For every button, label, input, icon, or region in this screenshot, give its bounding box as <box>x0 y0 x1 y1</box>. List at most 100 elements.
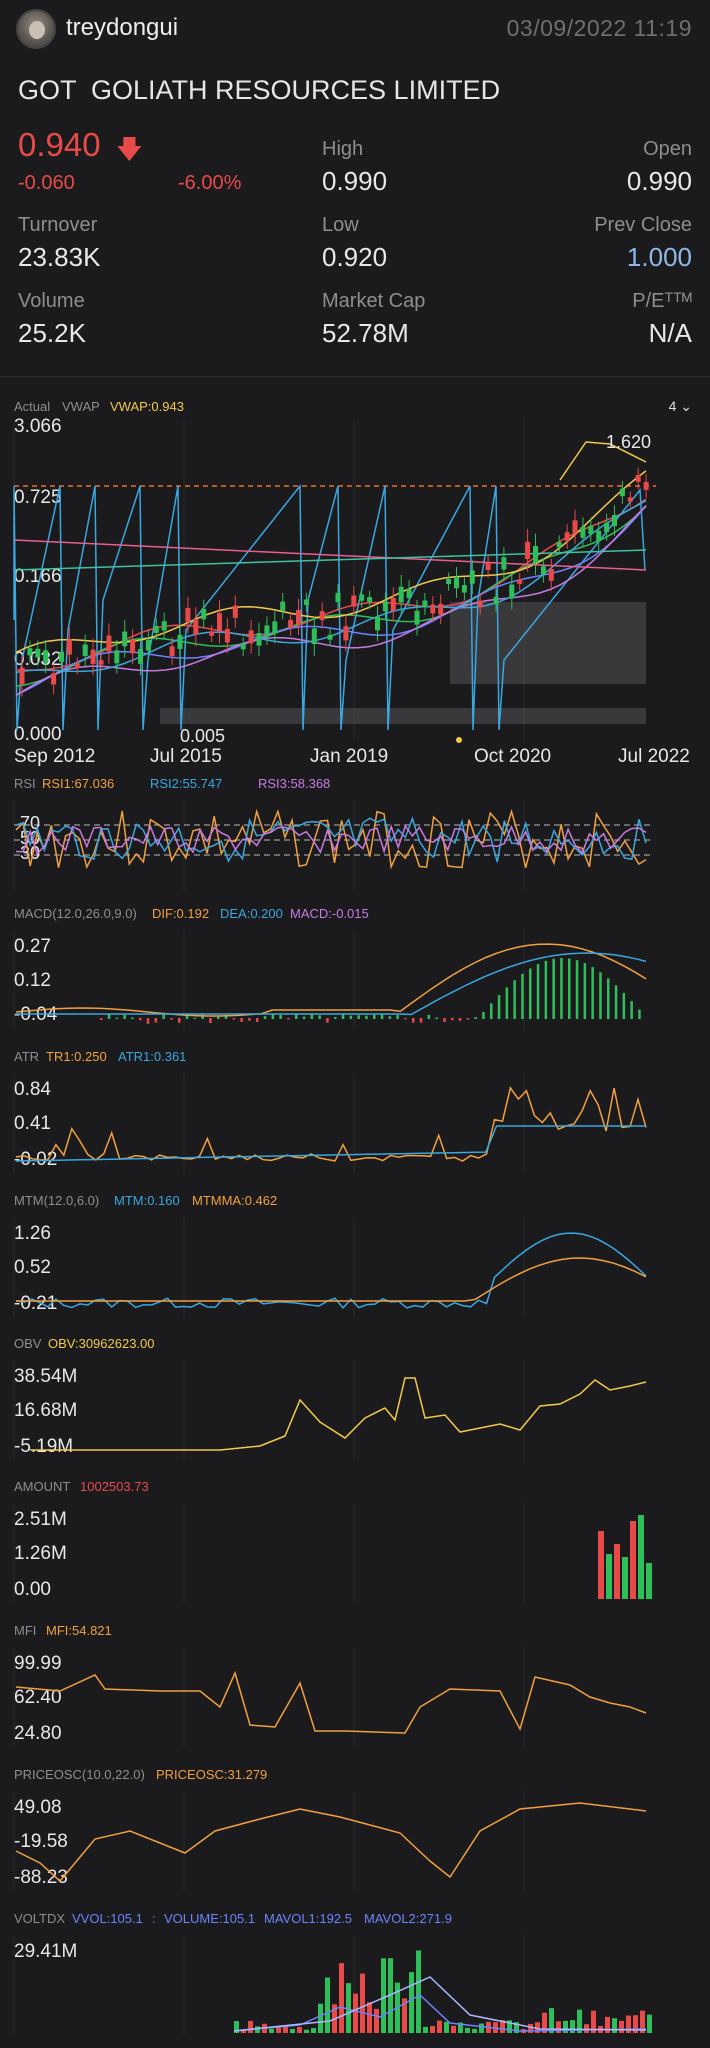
candle <box>19 667 25 685</box>
volume-bar <box>409 1972 414 2033</box>
candle <box>525 541 531 560</box>
volume-bar <box>465 2027 470 2033</box>
macd-bar <box>123 1014 126 1019</box>
macd-bar <box>263 1016 267 1019</box>
period-dropdown[interactable]: 4 ⌄ <box>669 398 692 415</box>
volume-bar <box>619 2020 624 2033</box>
priceosc-title: PRICEOSC(10.0,22.0) <box>14 1767 145 1782</box>
candle <box>556 542 562 548</box>
candle <box>327 634 333 640</box>
y-tick: -19.58 <box>14 1831 68 1852</box>
y-tick: 49.08 <box>14 1797 62 1818</box>
volume-bar <box>437 2020 442 2033</box>
macd-bar <box>380 1013 384 1019</box>
y-tick: 38.54M <box>14 1366 77 1387</box>
candle <box>359 594 365 601</box>
obv-chart[interactable]: 38.54M 16.68M -5.19M <box>0 1360 710 1460</box>
username[interactable]: treydongui <box>66 14 179 41</box>
pe-label: P/Eᵀᵀᴹ <box>632 290 692 312</box>
stock-title: GOT GOLIATH RESOURCES LIMITED <box>18 75 501 105</box>
volume-bar <box>381 1958 386 2033</box>
mtm-line <box>15 1232 647 1310</box>
price-change: -0.060 <box>18 172 75 194</box>
price-x-tick: Jan 2019 <box>310 746 388 767</box>
candle <box>35 648 41 658</box>
volume-bar <box>444 2021 449 2033</box>
price-x-tick: Jul 2015 <box>150 746 222 767</box>
candle <box>256 633 262 646</box>
priceosc-line <box>15 1802 647 1883</box>
mavol2-line <box>233 1976 647 2032</box>
candle <box>98 660 104 665</box>
mfi-chart[interactable]: 99.99 62.40 24.80 <box>0 1647 710 1747</box>
volume-bar <box>248 2020 253 2033</box>
candle <box>303 599 309 605</box>
volume-bar <box>241 2029 246 2033</box>
macd-bar <box>474 1017 477 1019</box>
macd-bar <box>575 960 579 1019</box>
volume-bar <box>304 2029 309 2033</box>
arrow-down-icon: 🡇 <box>116 134 143 164</box>
volume-bar <box>605 2016 610 2033</box>
macd-bar <box>326 1018 329 1023</box>
candle <box>66 639 72 655</box>
price-x-tick: Oct 2020 <box>474 746 551 767</box>
candle <box>446 579 452 585</box>
candle <box>161 621 167 631</box>
volume-bar <box>577 2009 582 2033</box>
macd-bar <box>568 958 571 1019</box>
voltdx-chart[interactable]: 29.41M <box>0 1935 710 2043</box>
market-cap-label: Market Cap <box>322 290 426 312</box>
candle <box>138 649 143 664</box>
candle <box>319 611 325 621</box>
amount-value: 1002503.73 <box>80 1479 149 1494</box>
mtm-chart[interactable]: 1.26 0.52 -0.21 <box>0 1217 710 1317</box>
amount-bar <box>630 1521 636 1599</box>
volume-bar <box>360 1973 365 2033</box>
candle <box>422 600 428 608</box>
macd-bar <box>170 1018 173 1020</box>
macd-bar <box>466 1018 470 1020</box>
priceosc-chart[interactable]: 49.08 -19.58 -88.23 <box>0 1791 710 1891</box>
macd-bar <box>591 967 594 1019</box>
volume-bar <box>549 2008 554 2033</box>
amount-chart[interactable]: 2.51M 1.26M 0.00 <box>0 1503 710 1603</box>
candle <box>493 596 499 605</box>
macd-bar <box>490 1003 493 1019</box>
volume-bar <box>255 2026 260 2033</box>
macd-bar <box>256 1018 259 1022</box>
low-annotation: 0.005 <box>180 726 225 746</box>
candle <box>153 625 159 633</box>
macd-bar <box>217 1016 220 1019</box>
macd-bar <box>622 992 626 1019</box>
volume-bar <box>570 2020 575 2033</box>
macd-chart[interactable]: 0.270.12-0.04 <box>0 930 710 1030</box>
avatar[interactable] <box>16 9 56 49</box>
rsi1-value: RSI1:67.036 <box>42 776 115 791</box>
amount-bar <box>646 1563 652 1599</box>
macd-bar <box>271 1014 275 1019</box>
volume-bar <box>451 2025 456 2033</box>
candle <box>454 576 459 589</box>
y-tick: -0.21 <box>14 1293 57 1314</box>
y-tick: 0.27 <box>14 936 51 957</box>
atr-chart[interactable]: 0.840.41-0.02 <box>0 1073 710 1173</box>
volume-bar <box>290 2028 295 2033</box>
candle <box>469 570 475 584</box>
macd-bar <box>365 1015 368 1019</box>
candle <box>122 631 128 647</box>
turnover-label: Turnover <box>18 214 98 236</box>
mfi-title: MFI <box>14 1623 37 1638</box>
y-tick: 0.12 <box>14 970 51 991</box>
candle <box>367 597 373 603</box>
macd-bar <box>248 1018 251 1021</box>
volume-bar <box>283 2025 288 2033</box>
candle <box>398 586 404 603</box>
candle <box>43 650 49 663</box>
high-annotation: 1.620 <box>606 432 651 452</box>
macd-bar <box>435 1017 438 1019</box>
candle <box>51 673 57 685</box>
y-tick: 24.80 <box>14 1723 62 1744</box>
